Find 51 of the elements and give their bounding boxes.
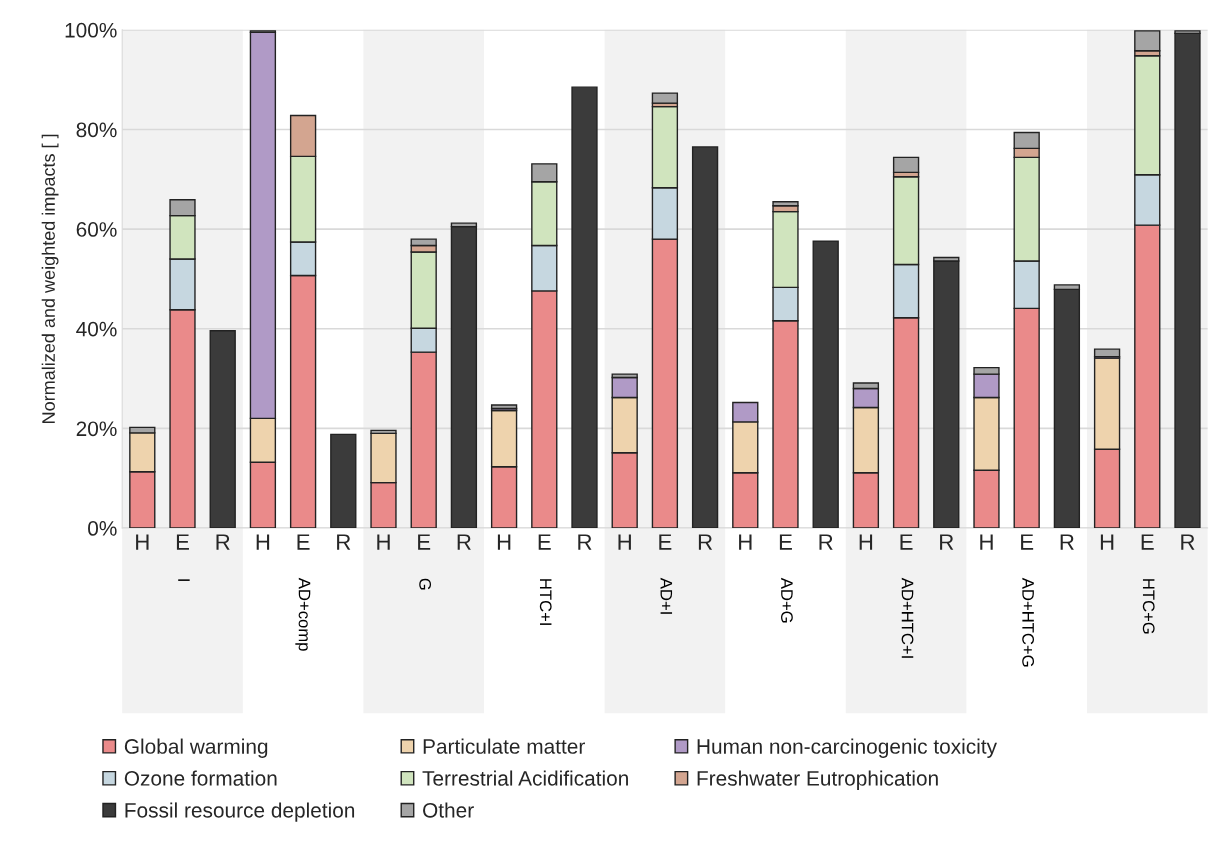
text: AD+I [660,577,673,614]
y-tick-label: 20% [76,421,117,437]
x-tick-label: R [819,534,833,550]
y-tick-label: 60% [76,222,117,237]
x-tick-label: H [739,534,752,550]
x-tick-label: R [216,534,230,550]
text: AD+G [781,577,793,623]
text: AD+HTC+I [901,577,914,658]
legend-label: Other [423,802,474,818]
x-tick-label: H [980,534,993,550]
x-tick-label: H [377,534,390,550]
legend-label: Global warming [124,738,268,758]
y-tick-label: 100% [65,22,117,38]
x-tick-label: E [659,534,672,550]
x-tick-label: E [538,534,551,550]
legend-label: Freshwater Eutrophication [697,770,938,790]
y-tick-label: 40% [76,321,117,337]
legend-label: Human non-carcinogenic toxicity [697,738,997,758]
text: I [178,579,190,581]
x-tick-label: R [1181,534,1195,550]
legend-label: Fossil resource depletion [125,802,355,822]
x-tick-label: E [176,534,189,550]
text: HTC+I [539,579,552,625]
x-tick-label: E [418,534,431,550]
x-tick-label: R [337,534,351,550]
x-tick-label: E [779,534,792,550]
x-tick-label: E [900,534,913,550]
x-tick-label: R [940,534,954,550]
x-tick-label: H [136,534,149,550]
y-axis-title: Normalized and weighted impacts [ ] [41,134,59,423]
text: AD+comp [295,577,311,651]
x-tick-label: H [618,534,631,550]
text: G [419,578,432,590]
text: AD+HTC+G [1022,577,1035,667]
x-tick-label: E [1141,534,1154,550]
x-tick-label: R [698,534,713,550]
x-tick-label: E [1021,534,1034,550]
x-tick-label: H [859,534,873,550]
y-tick-label: 80% [76,122,117,138]
legend-label: Particulate matter [423,738,585,754]
legend-label: Terrestrial Acidification [422,770,628,786]
x-tick-label: H [497,534,511,550]
x-tick-label: R [457,534,471,550]
y-tick-label: 0% [88,521,117,536]
x-tick-label: H [256,534,270,550]
x-tick-label: R [1060,534,1074,550]
text: HTC+G [1142,579,1155,634]
x-tick-label: R [578,534,592,550]
x-tick-label: E [297,534,310,550]
legend-label: Ozone formation [124,770,277,786]
x-tick-label: H [1100,534,1114,550]
